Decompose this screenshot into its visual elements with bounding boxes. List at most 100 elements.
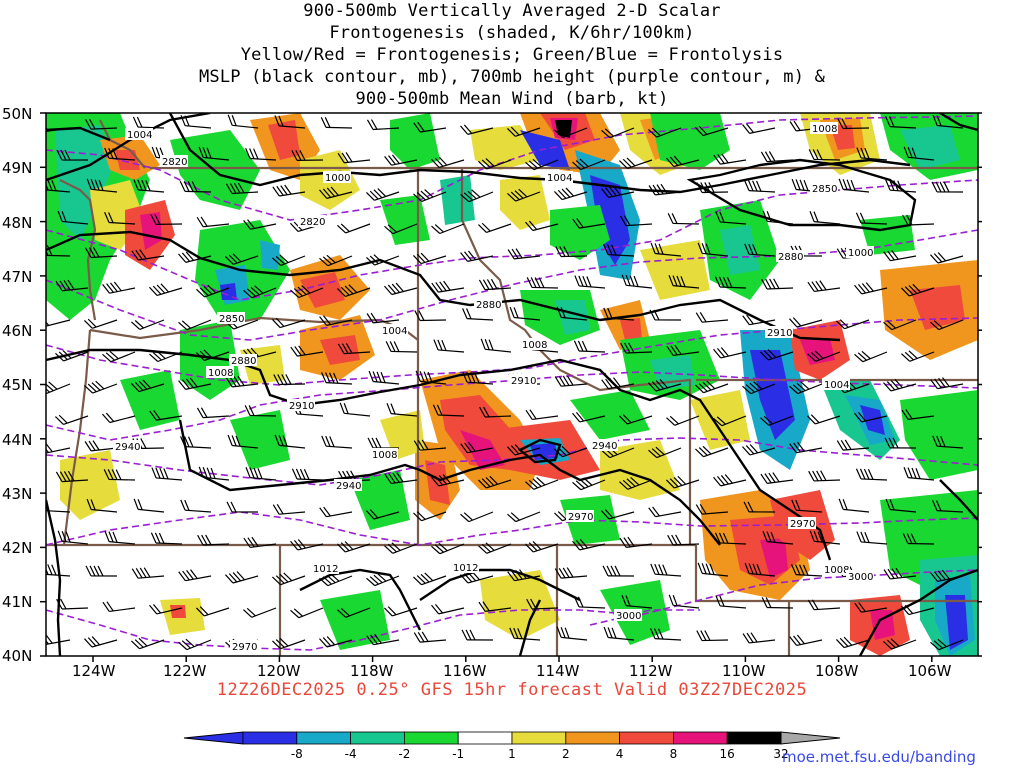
wind-barb [461, 629, 494, 641]
wind-barb [319, 636, 353, 648]
wind-barb [668, 275, 700, 289]
wind-barb [932, 114, 964, 129]
wind-barb [667, 213, 700, 225]
wind-barb [884, 437, 917, 449]
wind-barb [462, 308, 494, 321]
wind-barb [227, 114, 259, 129]
wind-barb [649, 309, 682, 321]
wind-barb [507, 188, 541, 202]
wind-barb [227, 434, 259, 449]
wind-barb [384, 223, 418, 235]
wind-barb [525, 220, 559, 232]
wind-barb [572, 218, 606, 229]
mslp-label-group: 1004 1000 1004 1008 1000 1004 1008 1008 … [125, 122, 874, 576]
wind-barb [84, 636, 118, 648]
height-label: 2910 [511, 376, 536, 387]
wind-barb [601, 127, 635, 139]
wind-barb [903, 146, 935, 161]
lat-label: 44N [2, 431, 32, 449]
wind-barb [715, 595, 747, 609]
mslp-label: 1008 [522, 340, 547, 351]
lon-label: 108W [815, 662, 859, 680]
wind-barb [178, 251, 212, 263]
wind-barb [151, 467, 183, 481]
colorbar-label: -8 [291, 747, 303, 761]
wind-barb [809, 530, 841, 545]
wind-barb [507, 444, 541, 456]
wind-barb [556, 306, 588, 321]
wind-barb [789, 317, 823, 328]
wind-barb [460, 441, 494, 454]
wind-barb [225, 375, 259, 388]
height-label: 2880 [778, 252, 803, 263]
colorbar-label: 2 [562, 747, 570, 761]
wind-barb [196, 407, 230, 419]
wind-barb [131, 567, 165, 579]
mslp-label: 1008 [372, 450, 397, 461]
wind-barb [46, 245, 71, 257]
wind-barb [244, 405, 277, 417]
shading-layer [46, 113, 978, 656]
wind-barb [761, 278, 794, 290]
wind-barb [602, 565, 635, 577]
wind-barb [836, 439, 870, 451]
wind-barb [478, 158, 512, 170]
wind-barb [744, 180, 776, 193]
wind-barb [620, 342, 653, 354]
wind-barb [932, 435, 964, 449]
wind-barb [903, 467, 935, 481]
wind-barb [650, 628, 682, 641]
wind-barb [883, 319, 917, 331]
wind-barb [901, 350, 935, 362]
wind-barb [460, 250, 494, 262]
wind-barb [666, 155, 700, 168]
wind-barb [196, 216, 230, 228]
lon-label: 122W [163, 662, 207, 680]
wind-barb [695, 503, 729, 515]
credit-link[interactable]: moe.met.fsu.edu/banding [782, 748, 976, 766]
lon-label: 116W [443, 662, 487, 680]
wind-barb [413, 189, 447, 203]
wind-barb [621, 595, 653, 609]
wind-barb [930, 569, 964, 583]
wind-barb [290, 607, 324, 619]
wind-barb [431, 603, 465, 615]
wind-barb [854, 602, 888, 613]
colorbar-swatch [673, 731, 728, 745]
wind-barb [901, 604, 935, 616]
wind-barb [742, 314, 776, 326]
wind-barb [56, 598, 89, 610]
wind-barb [102, 281, 136, 294]
wind-barb [148, 283, 183, 296]
colorbar-label: -4 [345, 747, 357, 761]
wind-barb [337, 607, 371, 618]
wind-barb [462, 371, 494, 385]
lon-label: 114W [536, 662, 580, 680]
wind-barb [715, 211, 747, 225]
wind-barb [854, 350, 888, 363]
lat-label: 45N [2, 376, 32, 394]
wind-barb [245, 467, 277, 481]
wind-barb [856, 147, 888, 161]
wind-barb [180, 115, 212, 129]
lat-label: 47N [2, 268, 32, 286]
wind-barb [243, 536, 277, 549]
lon-label: 106W [908, 662, 952, 680]
wind-barbs [46, 114, 964, 651]
mslp-label: 1008 [812, 124, 837, 135]
lon-label: 120W [257, 662, 301, 680]
wind-barb [86, 498, 118, 513]
height-label: 2970 [790, 519, 815, 530]
wind-barb [697, 562, 729, 577]
wind-barb [573, 340, 606, 353]
wind-barb [572, 539, 606, 551]
height-label-group: 2820 2820 2850 2880 2910 2940 2940 2880 … [113, 155, 874, 653]
wind-barb [930, 319, 964, 331]
wind-barb [84, 440, 118, 452]
wind-barb [460, 124, 494, 135]
wind-barb [479, 406, 512, 418]
wind-barb [55, 470, 89, 483]
wind-barb [695, 445, 729, 458]
wind-barb [178, 638, 212, 651]
wind-barb [196, 284, 230, 298]
